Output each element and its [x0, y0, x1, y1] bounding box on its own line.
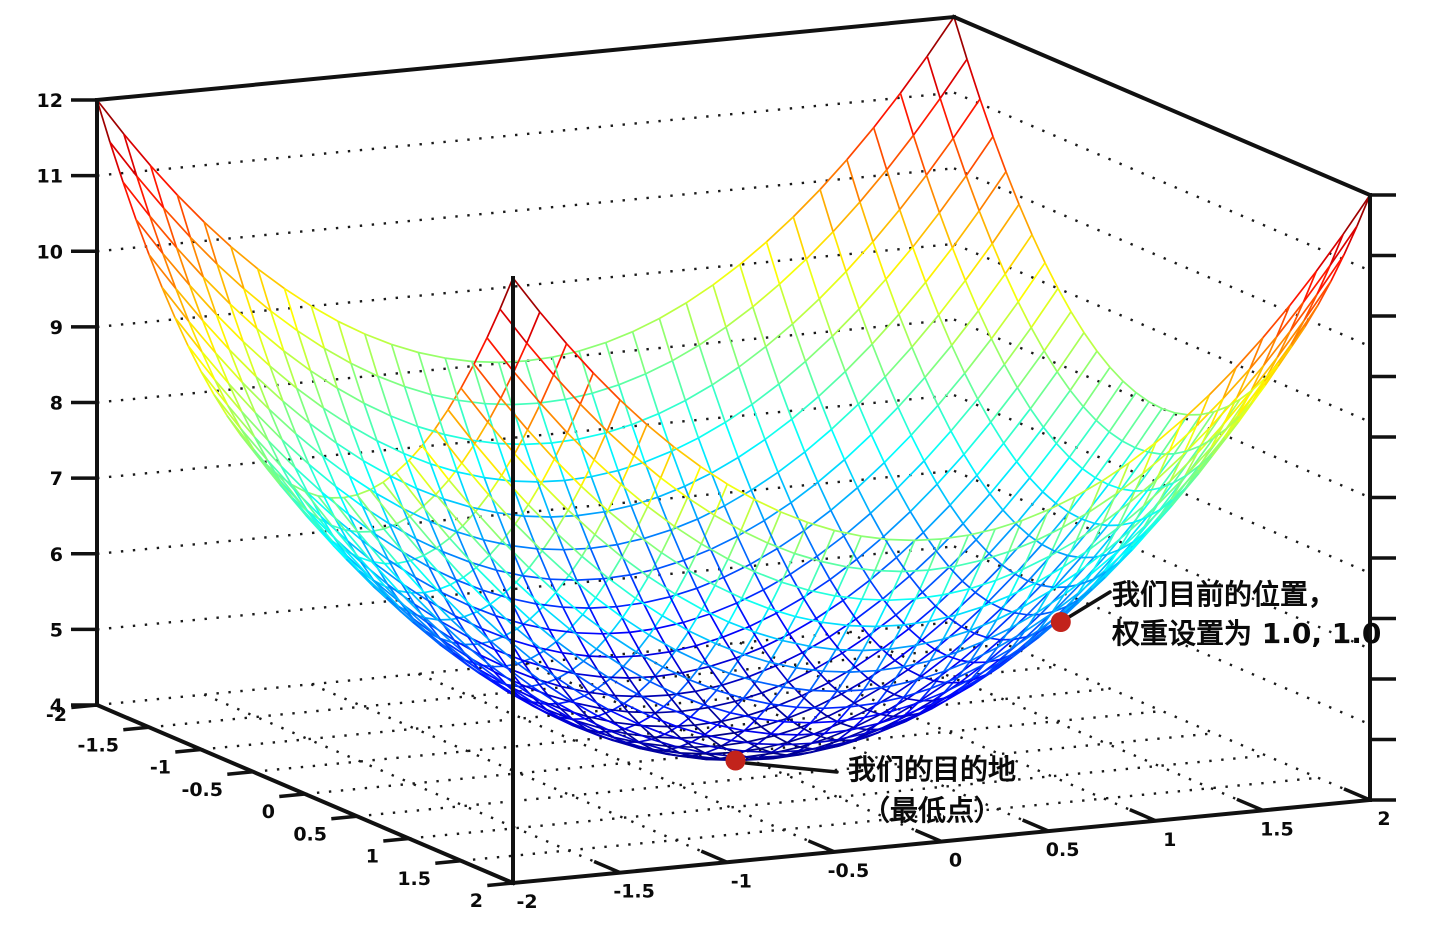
- axis-ticks: [71, 98, 1396, 888]
- y-tick-label: 1.5: [1260, 818, 1294, 840]
- z-tick-label: 6: [50, 544, 63, 566]
- y-tick-label: 0: [949, 850, 962, 872]
- x-tick-label: -0.5: [181, 779, 223, 801]
- z-tick-label: 5: [50, 619, 63, 641]
- x-tick-label: -1.5: [77, 734, 119, 756]
- surface-wireframe: [96, 16, 1371, 762]
- annotation-destination: 我们的目的地 （最低点）: [822, 749, 1042, 831]
- x-tick-label: -1: [150, 757, 171, 779]
- destination-leader-line: [744, 761, 839, 774]
- y-tick-label: -1.5: [613, 881, 655, 903]
- annotation-current-position-line1: 我们目前的位置，: [1112, 578, 1337, 611]
- z-tick-label: 4: [50, 695, 63, 717]
- z-tick-label: 12: [37, 90, 63, 112]
- current-position-leader-line: [1067, 590, 1112, 619]
- y-tick-label: 0.5: [1046, 839, 1080, 861]
- x-tick-label: 2: [470, 890, 483, 912]
- z-tick-label: 10: [37, 241, 63, 263]
- destination-dot: [725, 750, 746, 771]
- annotation-current-position: 我们目前的位置， 权重设置为 1.0, 1.0: [1112, 575, 1381, 653]
- x-tick-label: 1.5: [397, 868, 431, 890]
- y-tick-label: -1: [731, 870, 752, 892]
- y-tick-label: 1: [1163, 829, 1176, 851]
- annotation-markers: [725, 590, 1112, 774]
- x-tick-label: 0: [262, 801, 275, 823]
- z-tick-label: 11: [37, 166, 63, 188]
- x-tick-label: 1: [366, 846, 379, 868]
- y-tick-label: -2: [516, 891, 537, 913]
- annotation-current-position-line2: 权重设置为 1.0, 1.0: [1112, 617, 1382, 650]
- x-tick-label: 0.5: [293, 823, 327, 845]
- annotation-destination-line1: 我们的目的地: [847, 753, 1016, 786]
- z-tick-label: 8: [50, 393, 63, 415]
- z-tick-label: 9: [50, 317, 63, 339]
- y-tick-label: -0.5: [828, 860, 870, 882]
- annotation-destination-line2: （最低点）: [861, 794, 1002, 827]
- x-tick-label: -2: [46, 704, 67, 726]
- z-tick-label: 7: [50, 468, 63, 490]
- y-tick-label: 2: [1377, 808, 1390, 830]
- current-position-dot: [1050, 612, 1071, 632]
